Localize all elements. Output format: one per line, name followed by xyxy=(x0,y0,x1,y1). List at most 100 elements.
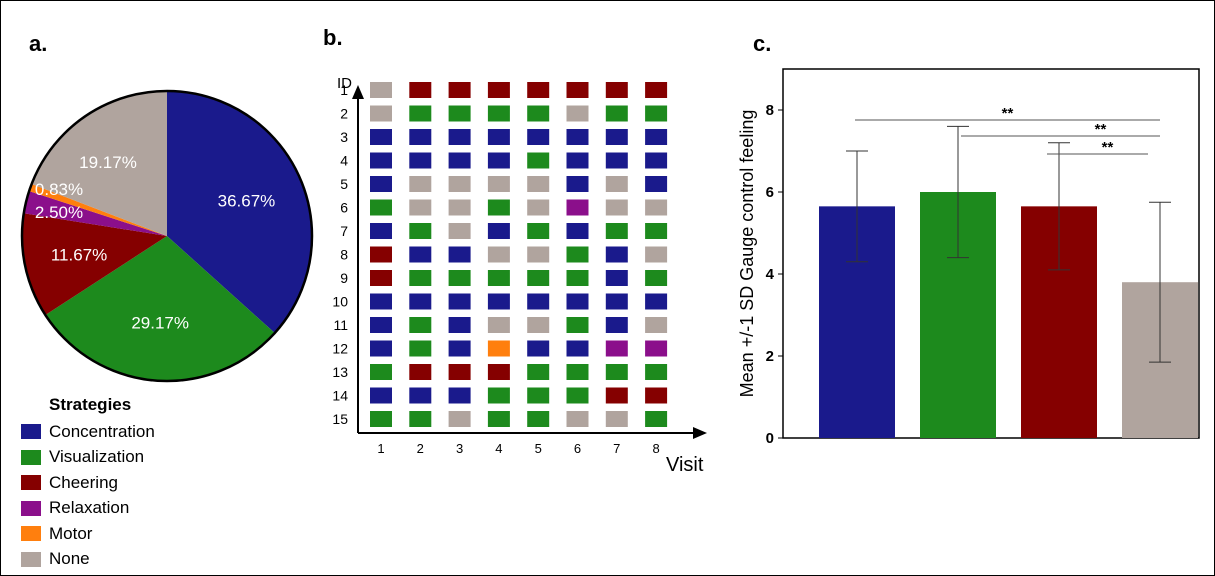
grid-row-label: 5 xyxy=(340,176,348,192)
grid-cell xyxy=(605,223,628,239)
grid-row-label: 6 xyxy=(340,200,348,216)
grid-cell xyxy=(448,223,471,239)
pie-slice xyxy=(23,191,168,236)
grid-cell xyxy=(605,176,628,192)
legend-label: None xyxy=(49,549,90,569)
grid-cell xyxy=(645,199,668,216)
grid-cell xyxy=(487,411,510,427)
grid-cell xyxy=(566,293,589,310)
legend-label: Visualization xyxy=(49,447,145,467)
bar-chart: 0 2 4 6 8 Mean +/-1 SD Gauge control feeling *… xyxy=(737,68,1200,447)
grid-cell xyxy=(566,387,589,404)
grid-cell xyxy=(409,364,432,380)
grid-row-label: 2 xyxy=(340,106,348,122)
grid-cell xyxy=(409,105,432,122)
grid-cell xyxy=(527,340,550,357)
grid-cell xyxy=(448,105,471,122)
grid-cell xyxy=(527,152,550,169)
grid-y-axis-title: ID xyxy=(337,75,352,92)
grid-cell xyxy=(527,270,550,286)
grid-cell xyxy=(566,364,589,380)
grid-cell xyxy=(645,246,668,263)
legend-item: Relaxation xyxy=(21,496,155,522)
grid-col-label: 5 xyxy=(535,441,542,456)
pie-slice-label: 29.17% xyxy=(131,314,189,333)
grid-col-label: 6 xyxy=(574,441,581,456)
grid-x-axis-title: Visit xyxy=(666,454,704,476)
significance-label: ** xyxy=(1102,139,1114,156)
legend-swatch xyxy=(21,449,41,465)
grid-col-label: 3 xyxy=(456,441,463,456)
grid-cell xyxy=(409,387,432,404)
legend-item: None xyxy=(21,547,155,573)
grid-cell xyxy=(370,411,392,427)
grid-row-label: 11 xyxy=(333,317,348,333)
pie-slice xyxy=(167,91,312,334)
grid-cell xyxy=(370,387,392,404)
strategy-legend: Strategies Concentration Visualization Che… xyxy=(21,395,155,572)
grid-row-label: 3 xyxy=(340,129,348,145)
pie-outline xyxy=(20,89,314,383)
grid-cell xyxy=(566,246,589,263)
pie-slice xyxy=(31,91,167,236)
grid-cell xyxy=(370,105,392,122)
grid-cell xyxy=(645,176,668,192)
grid-cell xyxy=(605,340,628,357)
grid-cell xyxy=(487,105,510,122)
grid-cell xyxy=(448,246,471,263)
grid-cell xyxy=(566,317,589,333)
grid-col-label: 7 xyxy=(613,441,620,456)
grid-cell xyxy=(448,82,471,98)
grid-cell xyxy=(645,364,668,380)
grid-row-label: 1 xyxy=(340,82,348,98)
legend-swatch xyxy=(21,424,41,440)
grid-cell xyxy=(645,340,668,357)
grid-cell xyxy=(487,387,510,404)
pie-chart: 36.67% 29.17% 11.67% 2.50% 0.83% 19.17% xyxy=(20,89,314,383)
grid-cell xyxy=(527,176,550,192)
significance-label: ** xyxy=(1095,121,1107,138)
grid-cell xyxy=(448,364,471,380)
grid-row-label: 10 xyxy=(332,294,348,310)
grid-cell xyxy=(645,105,668,122)
grid-cell xyxy=(566,105,589,122)
legend-title: Strategies xyxy=(49,395,132,414)
panel-label-a: a. xyxy=(29,31,48,56)
grid-cell xyxy=(527,105,550,122)
bar-y-axis-title: Mean +/-1 SD Gauge control feeling xyxy=(737,110,757,398)
legend-item: Cheering xyxy=(21,470,155,496)
grid-cell xyxy=(448,293,471,310)
grid-cell xyxy=(527,317,550,333)
legend-swatch xyxy=(21,526,41,542)
grid-col-label: 1 xyxy=(377,441,384,456)
grid-cell xyxy=(566,82,589,98)
grid-cell xyxy=(527,129,550,145)
grid-cell xyxy=(409,340,432,357)
grid-cell xyxy=(448,317,471,333)
grid-cell xyxy=(409,317,432,333)
legend-label: Relaxation xyxy=(49,498,130,518)
grid-cell xyxy=(605,129,628,145)
pie-slice xyxy=(21,213,167,315)
grid-row-label: 8 xyxy=(340,247,348,263)
grid-cell xyxy=(527,364,550,380)
grid-cell xyxy=(605,105,628,122)
grid-cell xyxy=(409,176,432,192)
grid-cell xyxy=(527,82,550,98)
grid-cell xyxy=(448,270,471,286)
panel-label-c: c. xyxy=(753,31,772,56)
pie-slice-label: 11.67% xyxy=(51,246,107,265)
pie-slice-label: 19.17% xyxy=(79,153,137,172)
grid-cell xyxy=(645,270,668,286)
grid-cell xyxy=(370,364,392,380)
grid-cell xyxy=(487,246,510,263)
grid-cell xyxy=(566,223,589,239)
grid-row-label: 9 xyxy=(340,270,348,286)
grid-cell xyxy=(645,293,668,310)
grid-cell xyxy=(409,129,432,145)
grid-cell xyxy=(487,270,510,286)
legend-label: Motor xyxy=(49,523,93,543)
grid-cell xyxy=(409,293,432,310)
legend-swatch xyxy=(21,475,41,491)
